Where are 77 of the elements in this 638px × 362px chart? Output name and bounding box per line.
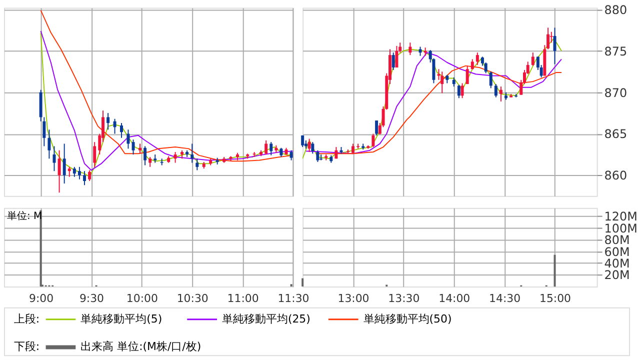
y-tick-label: 875: [604, 44, 628, 58]
candlestick: [392, 52, 395, 70]
y-tick-label: 880: [604, 2, 628, 17]
candlestick: [489, 71, 492, 89]
candlestick: [106, 112, 110, 130]
y-tick-label: 60M: [604, 244, 630, 259]
x-tick-label: 10:30: [176, 292, 208, 305]
x-tick-label: 9:00: [29, 292, 54, 305]
candlestick: [395, 45, 398, 68]
candlestick: [120, 122, 123, 138]
candlestick: [316, 150, 320, 162]
candlestick: [264, 140, 268, 155]
candlestick: [311, 142, 314, 154]
candlestick: [190, 143, 194, 164]
candlestick: [553, 27, 556, 65]
x-tick-label: 10:00: [126, 292, 158, 305]
candlestick: [280, 147, 283, 158]
candlestick: [93, 142, 96, 168]
candlestick: [308, 138, 311, 152]
candlestick: [270, 142, 273, 156]
candlestick: [174, 151, 177, 164]
candlestick: [372, 133, 375, 148]
candlestick: [531, 52, 534, 66]
legend-label: 出来高 単位:(M株/口/枚): [80, 340, 202, 354]
x-tick-label: 15:00: [539, 292, 572, 305]
candlestick: [418, 46, 422, 56]
y-tick-label: 20M: [604, 268, 630, 282]
y-tick-label: 870: [604, 86, 628, 100]
candlestick: [148, 156, 152, 168]
y-tick-label: 100M: [604, 221, 638, 236]
legend-title: 上段:: [14, 312, 40, 326]
candlestick: [499, 86, 502, 102]
candlestick: [546, 27, 550, 50]
candlestick: [126, 129, 130, 150]
x-tick-label: 14:30: [489, 292, 521, 305]
candlestick: [494, 84, 498, 98]
candlestick: [144, 146, 147, 166]
candlestick: [88, 170, 92, 182]
candlestick: [460, 82, 464, 99]
y-tick-label: 40M: [604, 256, 630, 270]
y-tick-label: 860: [604, 168, 628, 183]
candlestick: [457, 84, 460, 99]
candlestick: [452, 76, 456, 88]
candlestick: [138, 143, 142, 154]
x-tick-label: 14:00: [438, 292, 470, 305]
candlestick: [440, 71, 444, 94]
y-tick-label: 80M: [604, 233, 630, 248]
candlestick: [72, 166, 76, 178]
candlestick: [62, 143, 66, 184]
candlestick: [78, 166, 81, 180]
candlestick: [196, 158, 199, 171]
x-tick-label: 13:30: [388, 292, 420, 305]
candlestick: [290, 150, 293, 161]
candlestick: [476, 52, 479, 66]
legend-label: 単純移動平均(50): [363, 312, 452, 326]
candlestick: [352, 143, 355, 154]
candlestick: [375, 120, 378, 136]
line-series: [305, 52, 562, 154]
x-tick-label: 11:30: [278, 292, 310, 305]
candlestick: [113, 118, 116, 134]
x-tick-label: 11:00: [227, 292, 259, 305]
x-tick-label: 13:00: [338, 292, 370, 305]
candlestick: [48, 129, 51, 160]
candlestick: [83, 170, 86, 186]
candlestick: [408, 42, 412, 56]
candlestick: [466, 65, 469, 85]
legend-title: 下段:: [14, 340, 40, 354]
x-tick-label: 9:30: [79, 292, 104, 305]
y-tick-label: 865: [604, 127, 628, 142]
candlestick: [58, 150, 61, 194]
candlestick: [68, 166, 71, 178]
candlestick: [160, 158, 164, 166]
candlestick: [42, 116, 46, 147]
legend-label: 単純移動平均(25): [222, 312, 310, 326]
candlestick: [132, 139, 135, 155]
legend-label: 単純移動平均(5): [80, 312, 162, 326]
y-tick-label: 120M: [604, 210, 638, 224]
